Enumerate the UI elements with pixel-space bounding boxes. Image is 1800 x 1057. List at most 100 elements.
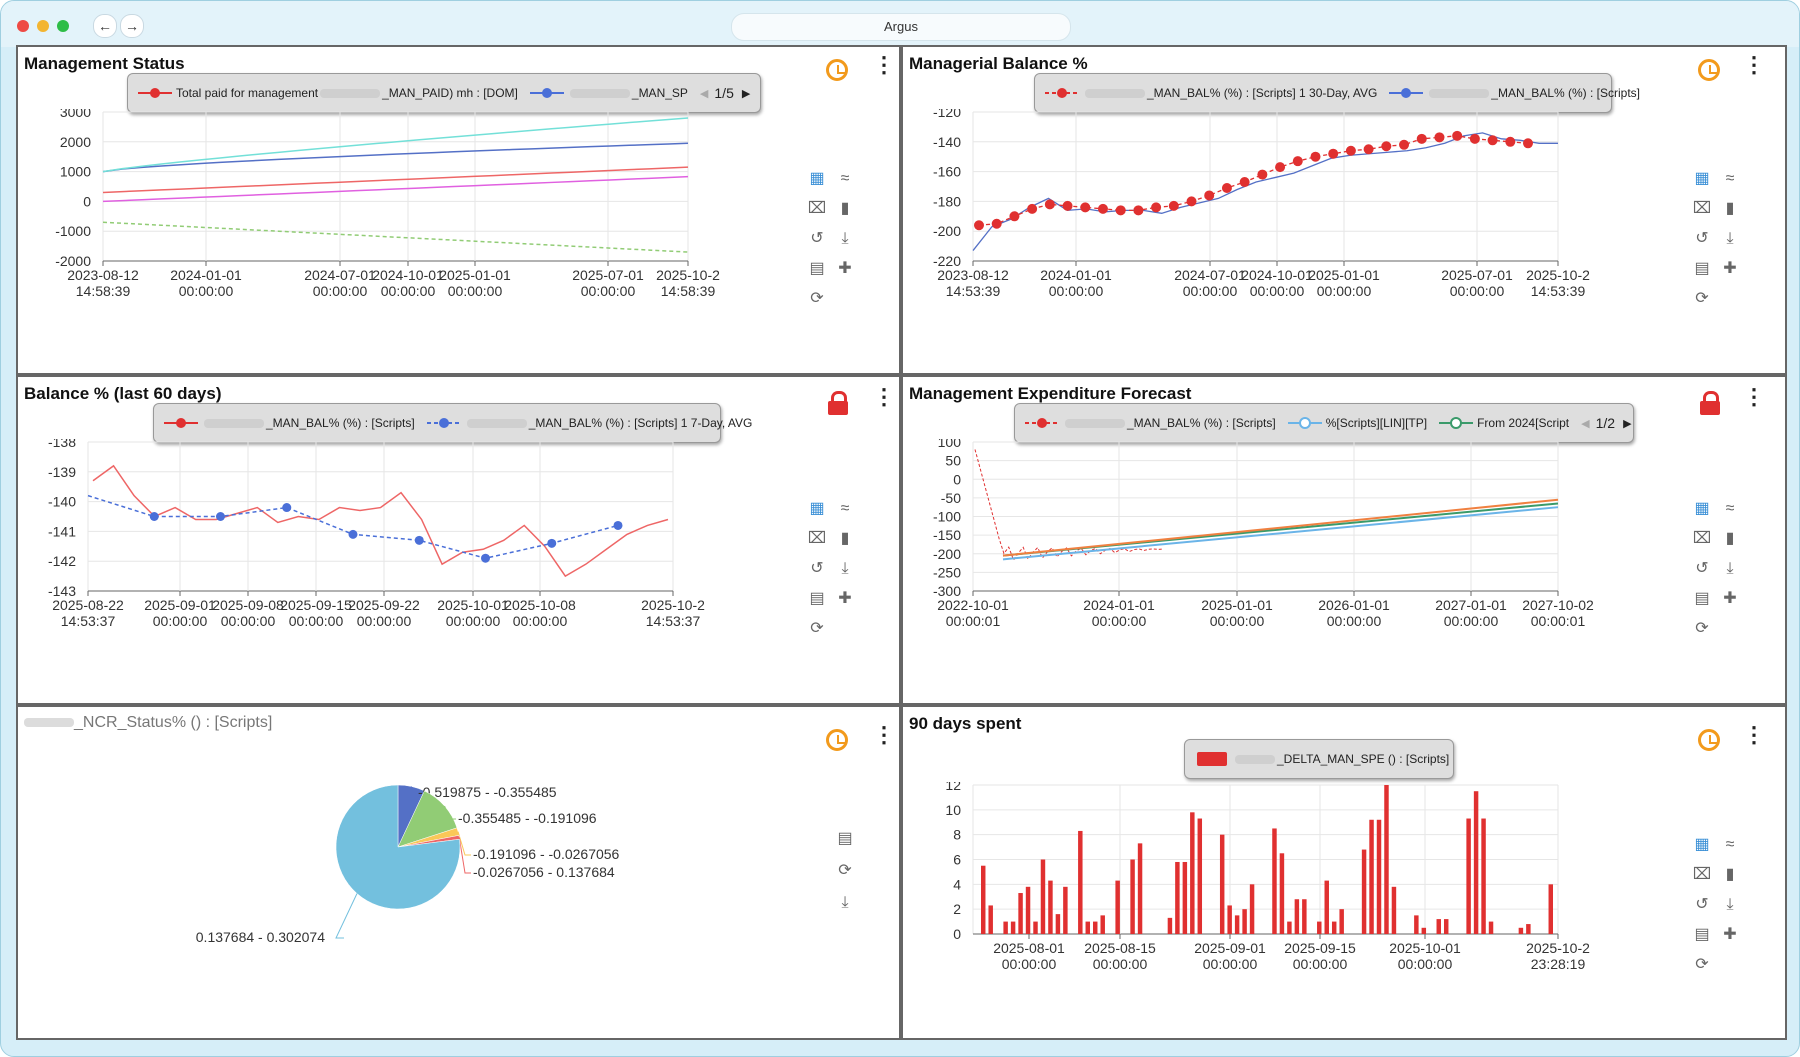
legend-label: Total paid for management [176,86,319,100]
chevron-left-icon[interactable]: ◀ [1581,417,1590,430]
redacted-text [466,418,527,428]
bar [1190,812,1195,934]
legend-line-icon [1287,417,1322,429]
download-icon[interactable]: ⤓ [841,230,849,247]
line-type-icon[interactable]: ≈ [840,500,850,517]
back-arrow-icon[interactable]: ← [93,14,117,38]
legend-item[interactable]: Total paid for management _MAN_PAID) mh … [138,86,518,100]
line-type-icon[interactable]: ≈ [1725,836,1735,853]
lock-icon[interactable] [1700,391,1720,415]
crop-icon[interactable]: ⌧ [1692,530,1712,547]
refresh-icon[interactable]: ⟳ [1695,290,1709,307]
y-tick-label: 0 [953,926,961,942]
y-tick-label: -200 [933,546,961,562]
legend-item[interactable]: _MAN_BAL% (%) : [Scripts] [1389,86,1640,100]
restore-icon[interactable]: ↺ [1695,896,1709,913]
document-icon[interactable]: ▤ [1694,260,1710,277]
line-type-icon[interactable]: ≈ [1725,170,1735,187]
legend-item[interactable]: %[Scripts][LIN][TP] [1287,416,1427,430]
y-tick-label: 8 [953,827,961,843]
legend-item[interactable]: _MAN_BAL% (%) : [Scripts] [164,416,415,430]
zoom-icon[interactable]: ▦ [1694,500,1710,517]
download-icon[interactable]: ⤓ [841,560,849,577]
move-icon[interactable]: ✚ [1723,590,1737,607]
restore-icon[interactable]: ↺ [1695,560,1709,577]
bar-type-icon[interactable]: ▮ [1725,530,1735,547]
refresh-icon[interactable]: ⟳ [838,862,852,879]
forward-arrow-icon[interactable]: → [120,14,144,38]
crop-icon[interactable]: ⌧ [1692,200,1712,217]
zoom-icon[interactable]: ▦ [1694,836,1710,853]
line-type-icon[interactable]: ≈ [840,170,850,187]
legend-item[interactable]: _MAN_BAL% (%) : [Scripts] 1 30-Day, AVG [1045,86,1377,100]
zoom-icon[interactable]: ▦ [809,170,825,187]
clock-icon[interactable] [826,729,848,751]
x-tick-label: 2025-01-01 [1201,597,1273,613]
more-menu-icon[interactable]: ⋮ [1743,384,1765,409]
x-tick-label: 2025-08-22 [52,597,124,613]
legend-item[interactable]: _MAN_BAL% (%) : [Scripts] [1025,416,1276,430]
bar-type-icon[interactable]: ▮ [840,200,850,217]
document-icon[interactable]: ▤ [809,260,825,277]
bar-type-icon[interactable]: ▮ [840,530,850,547]
y-tick-label: -220 [933,253,961,269]
clock-icon[interactable] [1698,729,1720,751]
chevron-right-icon[interactable]: ▶ [1623,417,1632,430]
download-icon[interactable]: ⤓ [841,894,849,911]
data-point [282,503,292,513]
legend-item[interactable]: _DELTA_MAN_SPE () : [Scripts] [1195,752,1449,766]
bar [1473,791,1479,934]
chevron-left-icon[interactable]: ◀ [699,87,709,100]
bar-type-icon[interactable]: ▮ [1725,866,1735,883]
more-menu-icon[interactable]: ⋮ [1743,52,1765,77]
legend-item[interactable]: _MAN_SP [529,86,688,100]
move-icon[interactable]: ✚ [1723,926,1737,943]
download-icon[interactable]: ⤓ [1726,230,1734,247]
bar [1481,818,1486,934]
download-icon[interactable]: ⤓ [1726,560,1734,577]
more-menu-icon[interactable]: ⋮ [873,52,895,77]
line-type-icon[interactable]: ≈ [1725,500,1735,517]
move-icon[interactable]: ✚ [838,260,852,277]
legend-item[interactable]: _MAN_BAL% (%) : [Scripts] 1 7-Day, AVG [426,416,752,430]
clock-icon[interactable] [826,59,848,81]
refresh-icon[interactable]: ⟳ [810,290,824,307]
bar-type-icon[interactable]: ▮ [1725,200,1735,217]
close-window-button[interactable] [17,20,29,32]
more-menu-icon[interactable]: ⋮ [873,384,895,409]
move-icon[interactable]: ✚ [838,590,852,607]
restore-icon[interactable]: ↺ [810,230,824,247]
restore-icon[interactable]: ↺ [1695,230,1709,247]
document-icon[interactable]: ▤ [1694,590,1710,607]
minimize-window-button[interactable] [37,20,49,32]
zoom-icon[interactable]: ▦ [1694,170,1710,187]
chevron-right-icon[interactable]: ▶ [741,87,751,100]
crop-icon[interactable]: ⌧ [807,530,827,547]
clock-icon[interactable] [1698,59,1720,81]
lock-icon[interactable] [828,391,848,415]
x-tick-label: 2025-08-15 [1084,940,1156,956]
zoom-icon[interactable]: ▦ [809,500,825,517]
more-menu-icon[interactable]: ⋮ [873,722,895,747]
refresh-icon[interactable]: ⟳ [1695,620,1709,637]
document-icon[interactable]: ▤ [837,830,853,847]
data-point [1257,169,1268,180]
legend-item[interactable]: From 2024[Script [1439,416,1569,430]
legend-pager[interactable]: ◀ 1/2 ▶ [1581,415,1631,431]
panel-title: Management Expenditure Forecast [909,384,1192,403]
redacted-text [204,418,264,428]
document-icon[interactable]: ▤ [809,590,825,607]
move-icon[interactable]: ✚ [1723,260,1737,277]
download-icon[interactable]: ⤓ [1726,896,1734,913]
legend-pager[interactable]: ◀ 1/5 ▶ [700,85,750,101]
maximize-window-button[interactable] [57,20,69,32]
refresh-icon[interactable]: ⟳ [1695,956,1709,973]
legend-line-icon [138,88,172,98]
document-icon[interactable]: ▤ [1694,926,1710,943]
data-point [1381,141,1392,152]
more-menu-icon[interactable]: ⋮ [1743,722,1765,747]
restore-icon[interactable]: ↺ [810,560,824,577]
refresh-icon[interactable]: ⟳ [810,620,824,637]
crop-icon[interactable]: ⌧ [807,200,827,217]
crop-icon[interactable]: ⌧ [1692,866,1712,883]
